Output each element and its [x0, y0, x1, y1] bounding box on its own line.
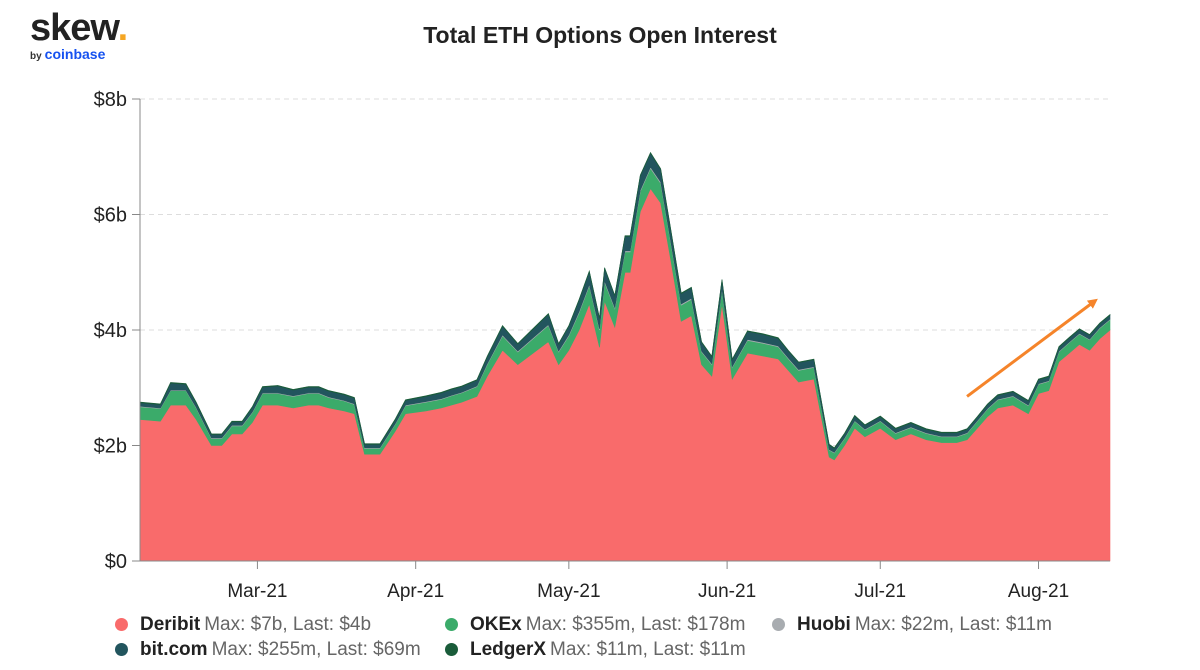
- y-tick-label: $0: [105, 551, 127, 573]
- legend-item-huobi[interactable]: Huobi Max: $22m, Last: $11m: [772, 614, 1052, 636]
- x-tick-label: Mar-21: [227, 581, 287, 602]
- legend-name: Deribit: [140, 614, 201, 635]
- area-series: [139, 151, 1111, 562]
- legend-dot-bitcom: [115, 643, 128, 657]
- legend-stats: Max: $11m, Last: $11m: [550, 639, 746, 660]
- y-tick-label: $8b: [94, 89, 127, 111]
- logo-subtitle: by coinbase: [30, 46, 127, 62]
- x-tick-label: Aug-21: [1008, 581, 1069, 602]
- y-tick-label: $6b: [94, 205, 127, 227]
- legend-name: bit.com: [140, 639, 208, 660]
- chart-svg: $0 $2b $4b $6b $8b Mar-21 Apr-21 May-21 Jun-21 Ju…: [94, 89, 1111, 602]
- annotations: [966, 298, 1098, 398]
- logo-wordmark: skew.: [30, 7, 129, 49]
- legend-dot-deribit: [115, 618, 128, 632]
- legend-name: Huobi: [797, 614, 851, 635]
- legend-dot-huobi: [772, 618, 785, 632]
- x-tick-label: Jul-21: [854, 581, 906, 602]
- legend-stats: Max: $355m, Last: $178m: [525, 614, 746, 635]
- logo-dot: .: [117, 7, 129, 49]
- chart-title: Total ETH Options Open Interest: [423, 22, 777, 48]
- x-tick-label: May-21: [537, 581, 600, 602]
- y-tick-label: $2b: [94, 436, 127, 458]
- logo-brand: coinbase: [44, 46, 106, 62]
- legend-dot-ledgerx: [445, 643, 458, 657]
- legend-name: LedgerX: [470, 639, 547, 660]
- legend-stats: Max: $255m, Last: $69m: [211, 639, 421, 660]
- x-tick-label: Jun-21: [698, 581, 756, 602]
- legend-item-okex[interactable]: OKEx Max: $355m, Last: $178m: [445, 614, 745, 636]
- area-ledgerx: [139, 151, 1111, 449]
- axes: $0 $2b $4b $6b $8b Mar-21 Apr-21 May-21 Jun-21 Ju…: [94, 89, 1110, 602]
- logo-by: by: [30, 51, 42, 62]
- legend-item-ledgerx[interactable]: LedgerX Max: $11m, Last: $11m: [445, 639, 746, 661]
- legend-stats: Max: $7b, Last: $4b: [204, 614, 372, 635]
- x-tick-label: Apr-21: [387, 581, 444, 602]
- trend-arrow: [966, 298, 1098, 398]
- legend-item-bitcom[interactable]: bit.com Max: $255m, Last: $69m: [115, 639, 421, 661]
- legend-name: OKEx: [470, 614, 522, 635]
- legend-stats: Max: $22m, Last: $11m: [854, 614, 1052, 635]
- skew-logo: skew. by coinbase: [30, 7, 129, 62]
- y-tick-label: $4b: [94, 320, 127, 342]
- logo-main-text: skew: [30, 7, 119, 49]
- legend-item-deribit[interactable]: Deribit Max: $7b, Last: $4b: [115, 614, 371, 636]
- legend-dot-okex: [445, 618, 458, 632]
